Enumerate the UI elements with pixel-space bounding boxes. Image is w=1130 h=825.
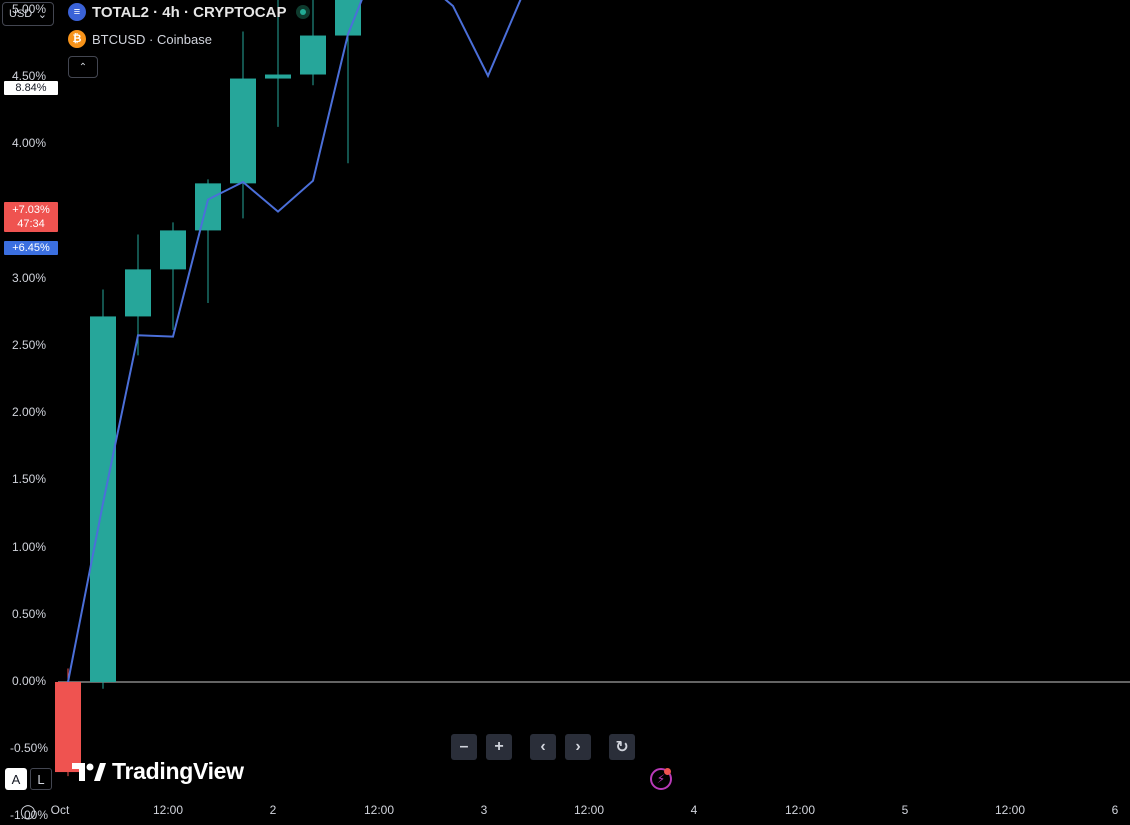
price-axis-tick: 3.00%	[11, 270, 47, 285]
time-axis-tick: Oct	[50, 803, 70, 817]
tradingview-logo-text: TradingView	[112, 758, 244, 784]
last-price-label: +7.03%	[12, 204, 50, 216]
currency-selector[interactable]: USD ⌄	[2, 2, 54, 26]
price-axis-tick: 5.00%	[11, 2, 47, 16]
candle-body	[125, 269, 151, 317]
price-axis-tick: 2.00%	[11, 405, 47, 420]
price-axis-tick: 1.50%	[11, 472, 47, 487]
time-axis-tick: 12:00	[573, 803, 605, 817]
countdown-label: 47:34	[17, 218, 45, 230]
auto-scale-button[interactable]: A	[5, 768, 27, 790]
candle-body	[230, 78, 256, 184]
cryptocap-icon: ≡	[68, 3, 86, 21]
candle-body	[335, 0, 361, 36]
scroll-right-button[interactable]: ›	[565, 734, 591, 760]
main-symbol-legend[interactable]: ≡ TOTAL2 · 4h · CRYPTOCAP	[68, 3, 311, 21]
compare-symbol-title: BTCUSD · Coinbase	[92, 31, 212, 47]
time-axis-tick: 6	[1111, 803, 1119, 817]
candle-body	[160, 230, 186, 270]
price-axis-tick: 2.50%	[11, 338, 47, 352]
settings-icon[interactable]: ◯	[20, 802, 36, 819]
candle-body	[265, 74, 291, 79]
zoom-out-button[interactable]: –	[451, 734, 477, 760]
plus-icon: +	[494, 738, 504, 755]
compare-symbol-legend[interactable]: ₿ BTCUSD · Coinbase	[68, 30, 212, 48]
currency-label: USD	[9, 8, 33, 20]
price-axis-tick: -0.50%	[9, 741, 49, 756]
horizontal-line-label: 8.84%	[4, 81, 58, 95]
price-axis-tick: -1.00%	[9, 808, 49, 823]
time-axis-tick: 12:00	[363, 803, 395, 817]
minus-icon: –	[459, 738, 469, 755]
main-symbol-title: TOTAL2 · 4h · CRYPTOCAP	[92, 3, 287, 21]
candle-body	[300, 35, 326, 75]
reset-icon: ↻	[615, 739, 629, 756]
time-axis-tick: 12:00	[994, 803, 1026, 817]
lightning-icon[interactable]: ⚡	[650, 768, 672, 790]
collapse-legend-button[interactable]: ⌃	[68, 56, 98, 78]
tradingview-logo-icon	[72, 762, 106, 781]
zoom-in-button[interactable]: +	[486, 734, 512, 760]
tradingview-logo[interactable]: TradingView	[72, 758, 244, 785]
market-status-icon[interactable]	[296, 5, 311, 19]
price-axis-tick: 0.50%	[11, 606, 47, 621]
compare-price-badge: +6.45%	[4, 241, 58, 255]
time-axis-tick: 4	[690, 803, 698, 817]
time-axis-tick: 12:00	[152, 803, 184, 817]
btcusd-compare-line	[67, 0, 522, 683]
time-axis-tick: 2	[269, 803, 277, 817]
notification-dot	[664, 768, 671, 775]
price-axis-tick: 1.00%	[11, 539, 47, 554]
chevron-up-icon: ⌃	[78, 61, 88, 73]
price-axis-tick: 0.00%	[11, 674, 47, 688]
time-axis-tick: 3	[480, 803, 488, 817]
reset-chart-button[interactable]: ↻	[609, 734, 635, 760]
candle-body	[195, 183, 221, 231]
price-axis-tick: 4.50%	[11, 69, 47, 84]
log-scale-button[interactable]: L	[30, 768, 52, 790]
time-axis-tick: 5	[901, 803, 909, 817]
chevron-right-icon: ›	[575, 738, 581, 755]
time-axis-tick: 12:00	[784, 803, 816, 817]
candle-body	[55, 682, 81, 773]
price-axis-tick: 4.00%	[11, 136, 47, 151]
scroll-left-button[interactable]: ‹	[530, 734, 556, 760]
last-price-badge: +7.03% 47:34	[4, 202, 58, 232]
chevron-down-icon: ⌄	[37, 8, 47, 21]
chevron-left-icon: ‹	[540, 738, 546, 755]
bitcoin-icon: ₿	[68, 30, 86, 48]
